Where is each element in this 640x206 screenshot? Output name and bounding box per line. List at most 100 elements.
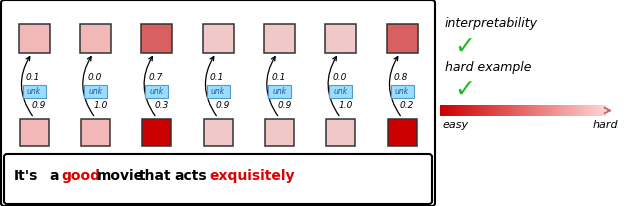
- Bar: [452, 105, 454, 116]
- Bar: [539, 105, 541, 116]
- Bar: [596, 105, 598, 116]
- Bar: [563, 105, 564, 116]
- Bar: [448, 105, 450, 116]
- Text: ✓: ✓: [454, 35, 476, 59]
- Text: 0.9: 0.9: [216, 100, 230, 109]
- Bar: [513, 105, 515, 116]
- Bar: [497, 105, 499, 116]
- Bar: [590, 105, 592, 116]
- FancyBboxPatch shape: [81, 119, 110, 146]
- Bar: [456, 105, 458, 116]
- Bar: [591, 105, 593, 116]
- FancyArrowPatch shape: [389, 57, 401, 116]
- Bar: [443, 105, 445, 116]
- Text: 0.8: 0.8: [394, 73, 408, 82]
- Bar: [571, 105, 573, 116]
- Bar: [522, 105, 524, 116]
- Bar: [484, 105, 486, 116]
- Text: that: that: [139, 168, 172, 182]
- Text: 0.0: 0.0: [87, 73, 102, 82]
- Bar: [540, 105, 542, 116]
- Bar: [487, 105, 488, 116]
- Bar: [451, 105, 453, 116]
- Bar: [447, 105, 449, 116]
- Bar: [598, 105, 600, 116]
- Bar: [589, 105, 590, 116]
- Bar: [492, 105, 494, 116]
- Text: unk: unk: [27, 87, 41, 96]
- Bar: [460, 105, 461, 116]
- Bar: [532, 105, 534, 116]
- Text: a: a: [49, 168, 58, 182]
- Bar: [586, 105, 588, 116]
- Bar: [577, 105, 579, 116]
- Bar: [531, 105, 532, 116]
- Bar: [493, 105, 495, 116]
- Bar: [476, 105, 477, 116]
- Bar: [474, 105, 476, 116]
- Bar: [455, 105, 457, 116]
- Bar: [534, 105, 536, 116]
- Text: 0.3: 0.3: [154, 100, 169, 109]
- FancyBboxPatch shape: [19, 24, 49, 53]
- Bar: [566, 105, 568, 116]
- Bar: [495, 105, 497, 116]
- Bar: [583, 105, 585, 116]
- Bar: [575, 105, 577, 116]
- Bar: [601, 105, 603, 116]
- Bar: [454, 105, 456, 116]
- Bar: [548, 105, 550, 116]
- Text: 0.1: 0.1: [271, 73, 285, 82]
- Bar: [559, 105, 561, 116]
- Bar: [580, 105, 582, 116]
- FancyBboxPatch shape: [141, 24, 172, 53]
- Bar: [488, 105, 490, 116]
- Bar: [502, 105, 504, 116]
- FancyBboxPatch shape: [264, 24, 295, 53]
- Bar: [584, 105, 586, 116]
- Text: exquisitely: exquisitely: [209, 168, 294, 182]
- Text: interpretability: interpretability: [445, 18, 538, 30]
- Bar: [521, 105, 523, 116]
- Text: unk: unk: [150, 87, 164, 96]
- Bar: [504, 105, 506, 116]
- FancyBboxPatch shape: [390, 85, 413, 98]
- Bar: [582, 105, 584, 116]
- Bar: [473, 105, 475, 116]
- Bar: [463, 105, 465, 116]
- Bar: [470, 105, 472, 116]
- Bar: [477, 105, 479, 116]
- Bar: [541, 105, 543, 116]
- Text: acts: acts: [174, 168, 207, 182]
- Bar: [557, 105, 559, 116]
- Bar: [503, 105, 505, 116]
- FancyArrowPatch shape: [328, 57, 339, 116]
- Bar: [520, 105, 522, 116]
- Text: 0.2: 0.2: [400, 100, 414, 109]
- Text: unk: unk: [333, 87, 348, 96]
- Bar: [480, 105, 482, 116]
- Bar: [472, 105, 474, 116]
- Bar: [508, 105, 509, 116]
- Bar: [535, 105, 537, 116]
- Bar: [595, 105, 597, 116]
- Bar: [525, 105, 527, 116]
- Bar: [499, 105, 501, 116]
- Bar: [442, 105, 444, 116]
- Bar: [545, 105, 547, 116]
- Bar: [538, 105, 540, 116]
- Bar: [479, 105, 481, 116]
- Bar: [572, 105, 574, 116]
- Bar: [450, 105, 451, 116]
- Text: unk: unk: [211, 87, 225, 96]
- Bar: [445, 105, 447, 116]
- Bar: [602, 105, 604, 116]
- FancyBboxPatch shape: [387, 24, 417, 53]
- FancyBboxPatch shape: [329, 85, 352, 98]
- Bar: [561, 105, 563, 116]
- Bar: [510, 105, 512, 116]
- Bar: [509, 105, 511, 116]
- Bar: [554, 105, 556, 116]
- Bar: [444, 105, 446, 116]
- Bar: [553, 105, 555, 116]
